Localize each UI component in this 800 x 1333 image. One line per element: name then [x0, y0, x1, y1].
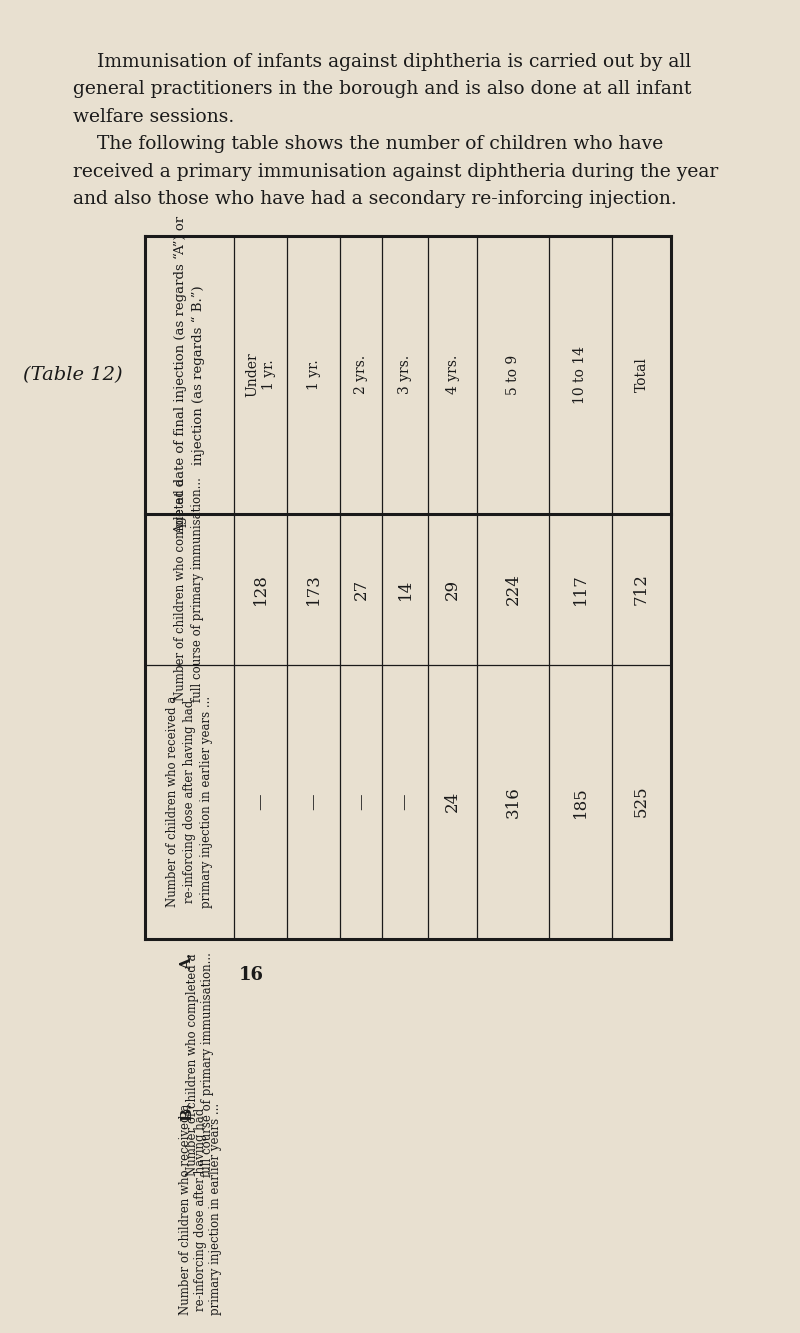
Text: 3 yrs.: 3 yrs. — [398, 356, 412, 395]
Text: —: — — [306, 793, 322, 810]
Text: 29: 29 — [444, 579, 461, 600]
Text: 16: 16 — [238, 966, 263, 984]
Text: The following table shows the number of children who have: The following table shows the number of … — [73, 135, 663, 153]
Text: Total: Total — [634, 357, 649, 392]
Text: —: — — [397, 793, 414, 810]
Text: 2 yrs.: 2 yrs. — [354, 356, 368, 395]
Text: —: — — [252, 793, 269, 810]
Text: 128: 128 — [252, 573, 269, 605]
Text: Number of children who received a
re-inforcing dose after having had
primary inj: Number of children who received a re-inf… — [166, 696, 213, 908]
Text: 5 to 9: 5 to 9 — [506, 355, 520, 395]
Text: 185: 185 — [571, 785, 589, 817]
Text: and also those who have had a secondary re-inforcing injection.: and also those who have had a secondary … — [73, 189, 677, 208]
Text: 173: 173 — [306, 573, 322, 605]
Text: 712: 712 — [633, 573, 650, 605]
Text: Number of children who received a
re-inforcing dose after having had
primary inj: Number of children who received a re-inf… — [178, 1102, 222, 1316]
Text: Under
1 yr.: Under 1 yr. — [245, 352, 276, 397]
Text: A.: A. — [181, 952, 194, 969]
Text: Age at date of final injection (as regards “A”) or
injection (as regards “ B.”): Age at date of final injection (as regar… — [174, 216, 205, 535]
Text: 24: 24 — [444, 790, 461, 812]
Text: Number of children who completed a
full course of primary immunisation...: Number of children who completed a full … — [174, 477, 204, 702]
Text: 14: 14 — [397, 579, 414, 600]
Text: Immunisation of infants against diphtheria is carried out by all: Immunisation of infants against diphther… — [73, 53, 691, 71]
Text: 10 to 14: 10 to 14 — [573, 345, 587, 404]
Text: 1 yr.: 1 yr. — [307, 360, 321, 391]
Text: 4 yrs.: 4 yrs. — [446, 355, 459, 395]
Text: (Table 12): (Table 12) — [23, 365, 122, 384]
Text: —: — — [353, 793, 370, 810]
Text: general practitioners in the borough and is also done at all infant: general practitioners in the borough and… — [73, 80, 691, 99]
Text: 316: 316 — [505, 785, 522, 817]
Text: B.: B. — [181, 1102, 194, 1121]
Text: 27: 27 — [353, 579, 370, 600]
Text: welfare sessions.: welfare sessions. — [73, 108, 234, 125]
Text: 224: 224 — [505, 573, 522, 605]
Text: 117: 117 — [571, 573, 589, 605]
Text: 525: 525 — [633, 786, 650, 817]
Text: received a primary immunisation against diphtheria during the year: received a primary immunisation against … — [73, 163, 718, 180]
Text: Number of children who completed a
full course of primary immunisation...: Number of children who completed a full … — [186, 952, 214, 1177]
